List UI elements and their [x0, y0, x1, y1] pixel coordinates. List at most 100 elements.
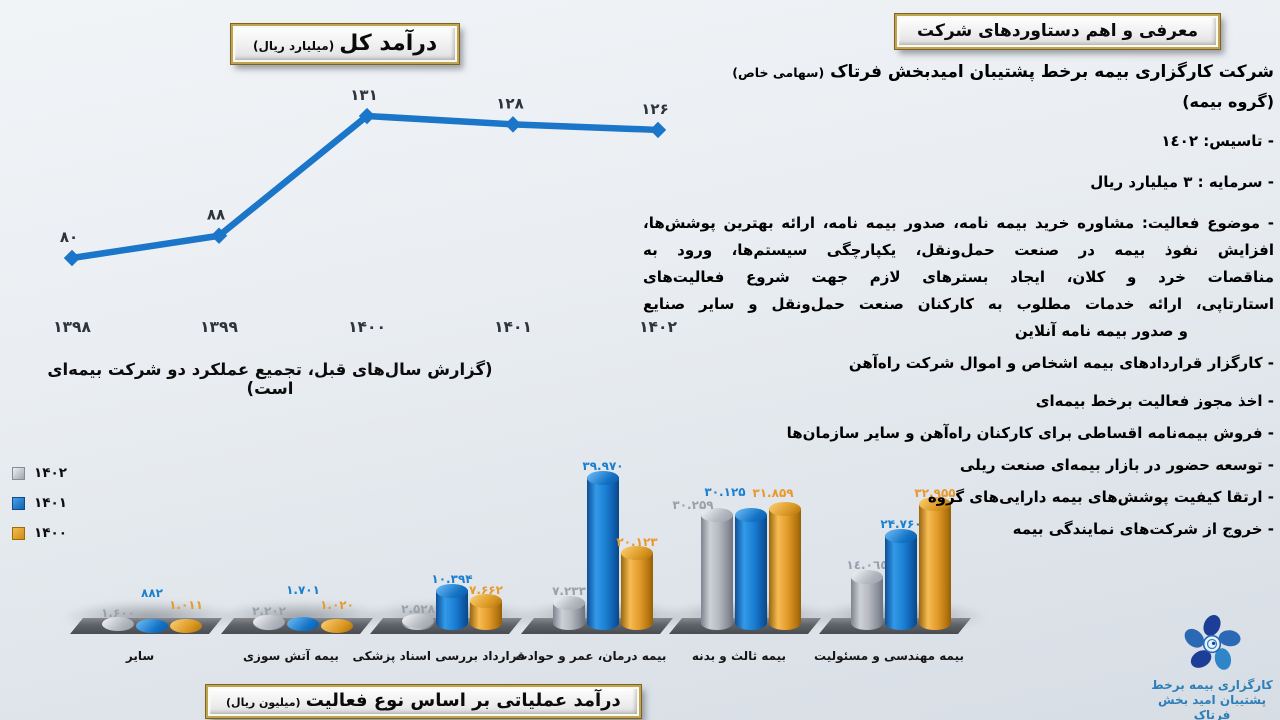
- legend-swatch-۱۴۰۱: [12, 496, 25, 510]
- achievement-item: - کارگزار قراردادهای بیمه اشخاص و اموال …: [848, 354, 1274, 372]
- activity-line: مناقصات خرد و کلان، ایجاد بسترهای لازم ج…: [643, 268, 1274, 286]
- achievements-list: - کارگزار قراردادهای بیمه اشخاص و اموال …: [643, 350, 1274, 542]
- bar-cap: [136, 619, 168, 633]
- category-label: قرارداد بررسی اسناد پزشکی: [352, 649, 526, 663]
- year-axis-label: ۱۳۹۹: [200, 318, 238, 336]
- bar-cap: [701, 507, 733, 522]
- achievement-item: - ارتقا کیفیت پوشش‌های بیمه دارایی‌های گ…: [927, 488, 1274, 506]
- bar-cap: [287, 616, 319, 631]
- bar-۱۴۰۰: [919, 503, 951, 630]
- operational-income-unit: (میلیون ریال): [226, 696, 301, 709]
- category-label: بیمه آتش سوزی: [243, 649, 339, 663]
- legend-item: ۱۴۰۱: [12, 488, 67, 518]
- company-group: (گروه بیمه): [1182, 92, 1274, 111]
- bar-value-label: ١٤.٠٦٥: [846, 558, 888, 573]
- year-axis-label: ۱۳۹۸: [53, 318, 91, 336]
- bar-cap: [885, 528, 917, 543]
- year-axis-label: ۱۴۰۱: [494, 318, 532, 336]
- activity-paragraph: - موضوع فعالیت: مشاوره خرید بیمه نامه، ص…: [643, 210, 1274, 345]
- bar-۱۴۰۱: [885, 535, 917, 630]
- bar-cap: [402, 613, 434, 628]
- bar-cap: [321, 619, 353, 633]
- bar-cap: [436, 583, 468, 598]
- achievement-item: - اخذ مجوز فعالیت برخط بیمه‌ای: [1035, 392, 1274, 410]
- company-logo: کارگزاری بیمه برخط پشتیبان امید بخش فرتا…: [1138, 612, 1280, 720]
- total-income-unit: (میلیارد ریال): [253, 39, 335, 53]
- point-value-label: ۱۲۸: [496, 94, 523, 112]
- bar-value-label: ۱.۰۱۱: [169, 597, 203, 612]
- bar-۱۴۰۰: [621, 552, 653, 630]
- bar-value-label: ۲۴.۷۶۰: [880, 517, 922, 532]
- point-value-label: ۱۲۶: [641, 100, 668, 118]
- achievement-item: - خروج از شرکت‌های نمایندگی بیمه: [1012, 520, 1274, 538]
- fact-item: - تاسیس: ١٤٠٢: [1161, 132, 1274, 150]
- bar-cap: [587, 470, 619, 485]
- total-income-title-box: درآمد کل (میلیارد ریال): [229, 23, 461, 65]
- bar-cap: [102, 617, 134, 632]
- year-axis-label: ۱۴۰۲: [639, 318, 677, 336]
- bar-cap: [553, 595, 585, 610]
- bar-value-label: ۱.۷۰۱: [286, 583, 320, 598]
- company-suffix: (سهامی خاص): [732, 65, 825, 80]
- legend-swatch-۱۴۰۰: [12, 526, 25, 540]
- bar-value-label: ۱.۰۲۰: [320, 597, 354, 612]
- bar-۱۴۰۲: [701, 514, 733, 630]
- bar-cap: [170, 619, 202, 633]
- bar-value-label: ۳۹.۹۷۰: [582, 459, 624, 473]
- bar-cap: [735, 508, 767, 523]
- fact-item: - سرمایه : ٣ میلیارد ریال: [1090, 173, 1274, 191]
- data-point-marker: [210, 227, 228, 244]
- company-facts-list: - تاسیس: ١٤٠٢ - سرمایه : ٣ میلیارد ریال: [643, 128, 1274, 195]
- year-axis-label: ۱۴۰۰: [348, 318, 386, 336]
- legend-label: ۱۴۰۲: [34, 465, 67, 481]
- data-point-marker: [358, 107, 376, 125]
- point-value-label: ۸۰: [60, 228, 78, 246]
- bar-cap: [919, 497, 951, 512]
- legend-swatch-۱۴۰۲: [12, 466, 25, 480]
- bar-۱۴۰۱: [735, 514, 767, 630]
- activity-line: و صدور بیمه نامه آنلاین: [1014, 322, 1188, 340]
- bar-cap: [851, 569, 883, 584]
- category-label: سایر: [125, 649, 155, 663]
- bar-cap: [470, 594, 502, 609]
- bar-value-label: ۷.۲۳۳: [552, 584, 586, 599]
- operational-income-title: درآمد عملیاتی بر اساس نوع فعالیت: [305, 690, 621, 711]
- bar-value-label: ۳۰.۲۵۹: [672, 498, 714, 513]
- activity-line: - موضوع فعالیت: مشاوره خرید بیمه نامه، ص…: [643, 214, 1274, 232]
- company-title: شرکت کارگزاری بیمه برخط پشتیبان امیدبخش …: [732, 62, 1274, 82]
- achievement-item: - فروش بیمه‌نامه اقساطی برای کارکنان راه…: [786, 424, 1274, 442]
- legend-label: ۱۴۰۱: [34, 495, 67, 511]
- operational-income-title-box: درآمد عملیاتی بر اساس نوع فعالیت (میلیون…: [205, 684, 642, 719]
- achievements-title: معرفی و اهم دستاوردهای شرکت: [917, 21, 1198, 41]
- achievements-title-box: معرفی و اهم دستاوردهای شرکت: [894, 13, 1221, 50]
- point-value-label: ۸۸: [207, 206, 225, 224]
- bar-value-label: ۲.۲۰۲: [252, 603, 286, 618]
- point-value-label: ۱۳۱: [350, 86, 377, 104]
- logo-emblem-icon: [1180, 612, 1244, 676]
- bar-value-label: ۸۸۲: [141, 585, 163, 600]
- total-income-line-chart: ۸۰ ۱۳۹۸ ۸۸ ۱۳۹۹ ۱۳۱ ۱۴۰۰ ۱۲۸ ۱۴۰۱ ۱۲۶ ۱۴۰۲: [53, 86, 677, 336]
- bar-value-label: ۳۲.۹۵۵: [914, 485, 956, 500]
- bar-cap: [621, 546, 653, 561]
- activity-line: استارتاپی، ارائه خدمات مطلوب به کارکنان …: [643, 295, 1274, 313]
- bar-cap: [769, 501, 801, 516]
- bar-value-label: ۲.۵۲۸: [401, 602, 435, 617]
- legend-item: ۱۴۰۲: [12, 458, 67, 488]
- bar-value-label: ۱.۶۰۰: [101, 605, 135, 620]
- category-label: بیمه مهندسی و مسئولیت: [813, 649, 964, 663]
- bar-۱۴۰۰: [769, 508, 801, 630]
- activity-line: افزایش نفوذ بیمه در صنعت حمل‌ونقل، یکپار…: [643, 241, 1274, 259]
- bar-value-label: ۷.۶۶۲: [469, 582, 503, 597]
- company-info-panel: شرکت کارگزاری بیمه برخط پشتیبان امیدبخش …: [643, 60, 1274, 548]
- legend-label: ۱۴۰۰: [34, 525, 67, 541]
- category-label: بیمه ثالث و بدنه: [691, 649, 787, 663]
- logo-text-line2: پشتیبان امید بخش فرتاک: [1157, 693, 1266, 720]
- bar-value-label: ۱۰.۳۹۴: [431, 572, 473, 587]
- legend-item: ۱۴۰۰: [12, 518, 67, 548]
- logo-text-line1: کارگزاری بیمه برخط: [1151, 678, 1273, 692]
- bar-cap: [253, 615, 285, 630]
- total-income-title: درآمد کل: [339, 31, 438, 56]
- bar-۱۴۰۲: [851, 576, 883, 630]
